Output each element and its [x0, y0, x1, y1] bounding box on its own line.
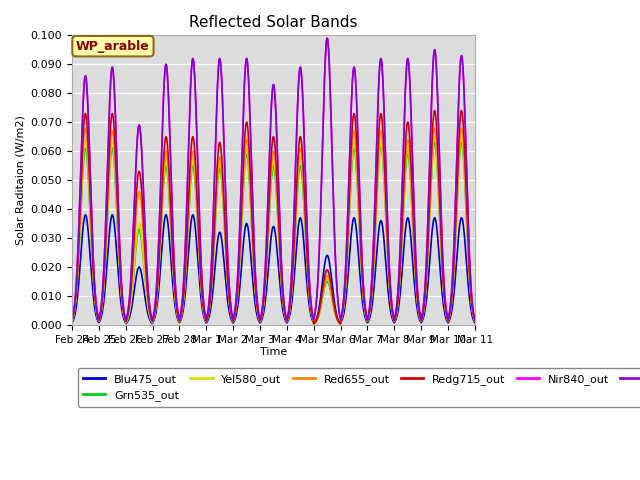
Blu475_out	[471, 320, 479, 325]
Yel580_out	[310, 321, 317, 327]
Red655_out	[141, 251, 148, 256]
Grn535_out	[340, 298, 348, 304]
Redg715_out	[141, 238, 148, 243]
Red655_out	[340, 295, 348, 300]
Blu475_out	[363, 319, 371, 324]
Red655_out	[363, 316, 371, 322]
Redg715_out	[470, 316, 478, 322]
Yel580_out	[68, 318, 76, 324]
Blu475_out	[340, 307, 348, 313]
Nir945_out	[471, 316, 479, 322]
Nir945_out	[470, 315, 478, 321]
Nir840_out	[470, 315, 478, 321]
Red655_out	[471, 318, 479, 324]
Legend: Blu475_out, Grn535_out, Yel580_out, Red655_out, Redg715_out, Nir840_out, Nir945_: Blu475_out, Grn535_out, Yel580_out, Red6…	[77, 368, 640, 407]
Yel580_out	[340, 298, 348, 303]
Yel580_out	[257, 315, 265, 321]
Nir945_out	[386, 270, 394, 276]
Line: Redg715_out: Redg715_out	[72, 110, 475, 324]
Blu475_out	[122, 321, 129, 326]
Nir840_out	[68, 317, 76, 323]
Nir945_out	[141, 215, 148, 220]
Nir840_out	[386, 270, 394, 276]
Nir840_out	[257, 312, 265, 317]
Blu475_out	[258, 318, 266, 324]
Title: Reflected Solar Bands: Reflected Solar Bands	[189, 15, 358, 30]
Nir945_out	[122, 318, 129, 324]
Nir945_out	[323, 36, 331, 41]
Redg715_out	[340, 294, 348, 300]
Grn535_out	[471, 318, 479, 324]
Redg715_out	[363, 315, 371, 321]
Yel580_out	[471, 318, 479, 324]
Nir945_out	[363, 314, 371, 320]
Grn535_out	[431, 140, 438, 145]
Y-axis label: Solar Raditaion (W/m2): Solar Raditaion (W/m2)	[15, 115, 25, 245]
Redg715_out	[431, 108, 438, 113]
Yel580_out	[141, 266, 148, 272]
Grn535_out	[470, 317, 478, 323]
X-axis label: Time: Time	[260, 348, 287, 358]
Line: Grn535_out: Grn535_out	[72, 143, 475, 324]
Redg715_out	[68, 318, 76, 324]
Blu475_out	[386, 302, 394, 308]
Line: Red655_out: Red655_out	[72, 128, 475, 324]
Red655_out	[257, 314, 265, 320]
Red655_out	[470, 317, 478, 323]
Grn535_out	[141, 269, 148, 275]
Yel580_out	[386, 285, 394, 291]
Red655_out	[68, 318, 76, 324]
Nir840_out	[340, 286, 348, 292]
Grn535_out	[68, 318, 76, 324]
Blu475_out	[68, 320, 76, 325]
Nir945_out	[257, 312, 265, 317]
Blu475_out	[141, 291, 148, 297]
Grn535_out	[363, 316, 371, 322]
Blu475_out	[81, 212, 89, 218]
Grn535_out	[257, 315, 265, 321]
Red655_out	[310, 321, 317, 327]
Blu475_out	[470, 319, 478, 325]
Red655_out	[386, 284, 394, 290]
Yel580_out	[431, 134, 438, 140]
Grn535_out	[310, 321, 317, 327]
Redg715_out	[386, 279, 394, 285]
Yel580_out	[470, 317, 478, 323]
Line: Yel580_out: Yel580_out	[72, 137, 475, 324]
Redg715_out	[310, 321, 317, 326]
Line: Nir945_out: Nir945_out	[72, 38, 475, 321]
Grn535_out	[386, 286, 394, 292]
Nir840_out	[122, 318, 129, 324]
Nir840_out	[363, 314, 371, 320]
Nir945_out	[68, 317, 76, 323]
Line: Blu475_out: Blu475_out	[72, 215, 475, 324]
Redg715_out	[257, 314, 265, 320]
Yel580_out	[363, 316, 371, 322]
Redg715_out	[471, 317, 479, 323]
Nir945_out	[340, 286, 348, 292]
Nir840_out	[471, 316, 479, 322]
Nir840_out	[323, 36, 331, 41]
Line: Nir840_out: Nir840_out	[72, 38, 475, 321]
Red655_out	[81, 125, 89, 131]
Text: WP_arable: WP_arable	[76, 40, 150, 53]
Nir840_out	[141, 215, 148, 220]
